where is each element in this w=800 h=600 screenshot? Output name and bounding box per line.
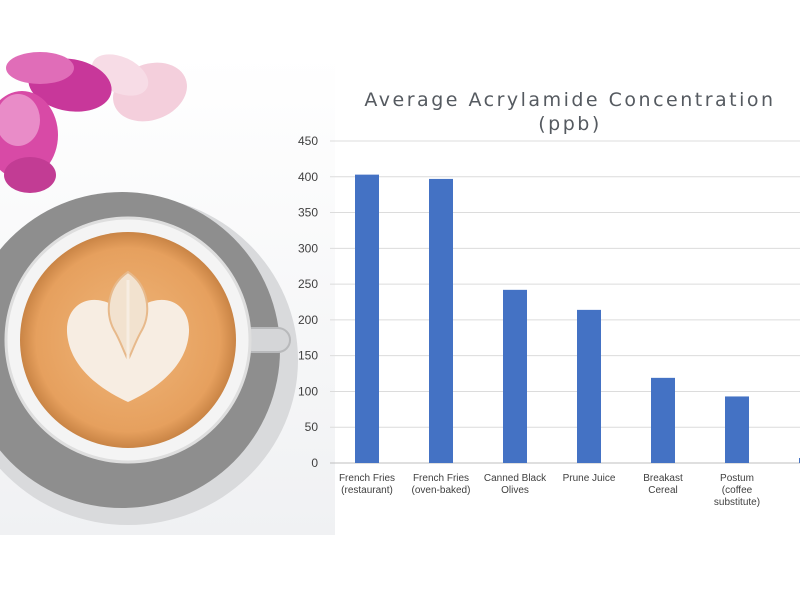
y-tick-label: 300 [298, 241, 318, 255]
bar [355, 174, 379, 463]
x-tick-label: (coffee [722, 485, 753, 496]
coffee-cup-illustration [0, 192, 298, 525]
x-tick-label: Cereal [648, 485, 677, 496]
bar [651, 377, 675, 463]
chart-title: Average Acrylamide Concentration (ppb) [330, 88, 800, 136]
x-tick-label: French Fries [339, 473, 395, 484]
bar [577, 309, 601, 463]
x-tick-label: (restaurant) [341, 485, 393, 496]
y-tick-label: 100 [298, 384, 318, 398]
x-tick-label: Prune Juice [563, 473, 616, 484]
x-tick-label: substitute) [714, 497, 760, 508]
bar [429, 178, 453, 463]
y-tick-label: 200 [298, 313, 318, 327]
flower-petal-icon [6, 52, 74, 84]
x-tick-label: (oven-baked) [412, 485, 471, 496]
y-tick-label: 350 [298, 206, 318, 220]
bar [503, 289, 527, 463]
flower-petal-icon [0, 94, 40, 146]
chart-title-line: (ppb) [538, 113, 602, 135]
x-tick-label: Breakast [643, 473, 683, 484]
y-tick-label: 50 [305, 420, 319, 434]
x-tick-label: Olives [501, 485, 529, 496]
x-tick-label: Postum [720, 473, 754, 484]
y-tick-label: 450 [298, 134, 318, 148]
chart-title-line: Average Acrylamide Concentration [364, 89, 776, 111]
y-tick-label: 0 [311, 456, 318, 470]
y-tick-label: 150 [298, 349, 318, 363]
latte-art [66, 270, 190, 402]
flower-petal-icon [4, 157, 56, 193]
y-tick-label: 250 [298, 277, 318, 291]
y-tick-label: 400 [298, 170, 318, 184]
x-tick-label: Canned Black [484, 473, 547, 484]
page-bottom-band [0, 535, 800, 600]
x-tick-label: French Fries [413, 473, 469, 484]
bar [725, 396, 749, 463]
flower-decoration [0, 52, 187, 193]
